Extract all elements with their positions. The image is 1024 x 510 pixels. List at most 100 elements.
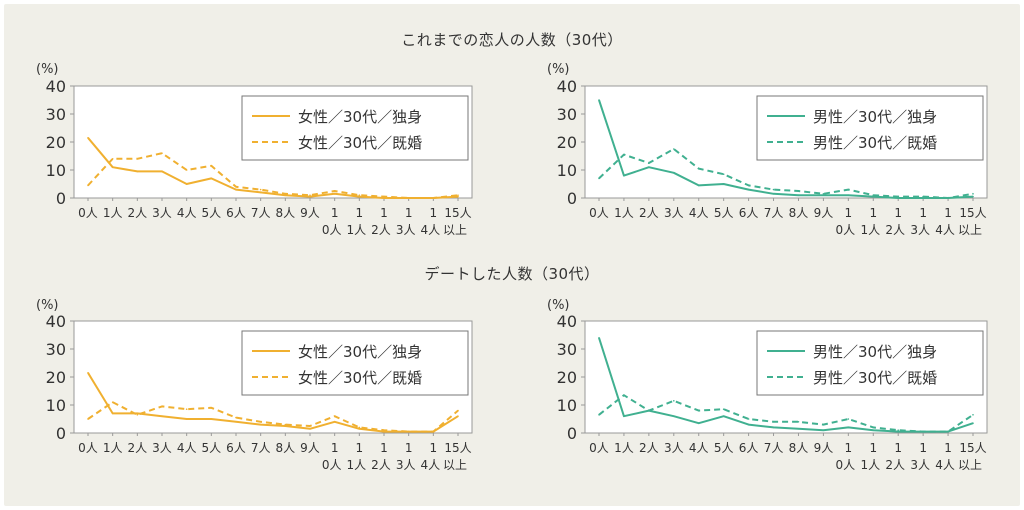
x-tick-label: 9人 (300, 441, 320, 455)
data-point (136, 412, 139, 415)
data-point (111, 401, 114, 404)
data-point (284, 193, 287, 195)
x-tick-label: 1人 (103, 206, 123, 220)
data-point (136, 414, 139, 416)
legend-label: 男性／30代／既婚 (813, 369, 937, 387)
x-tick-label: 4人 (177, 441, 197, 455)
x-tick-label: 1 (331, 441, 339, 455)
data-point (872, 429, 875, 432)
data-point (722, 173, 725, 175)
x-tick-label: 15人 (959, 206, 986, 220)
data-point (897, 195, 899, 198)
data-point (648, 409, 650, 412)
data-point (822, 429, 825, 432)
data-point (111, 166, 114, 168)
x-tick-label: 3人 (152, 206, 172, 220)
legend-box (241, 95, 469, 161)
data-point (797, 194, 800, 196)
y-tick-label: 20 (557, 368, 577, 387)
data-point (284, 423, 287, 426)
data-point (309, 194, 311, 196)
x-tick-label-suffix: 以上 (443, 458, 467, 472)
data-point (822, 194, 825, 196)
data-point (697, 422, 700, 425)
data-point (822, 193, 825, 195)
x-tick-label-suffix: 0人 (836, 223, 856, 237)
x-tick-label: 15人 (444, 441, 471, 455)
x-tick-label: 2人 (128, 441, 148, 455)
data-point (358, 195, 361, 198)
x-tick-label-suffix: 4人 (421, 458, 441, 472)
data-point (432, 430, 435, 433)
data-point (673, 400, 675, 402)
data-point (210, 177, 213, 180)
data-point (259, 188, 262, 191)
x-tick-label-suffix: 3人 (396, 223, 416, 237)
y-tick-label: 20 (46, 133, 66, 152)
x-tick-label: 0人 (589, 441, 609, 455)
data-point (648, 166, 650, 168)
data-point (210, 165, 213, 167)
data-point (673, 415, 675, 418)
x-tick-label: 6人 (226, 206, 246, 220)
data-point (797, 428, 800, 430)
data-point (457, 415, 459, 418)
x-tick-label-suffix: 以上 (958, 458, 982, 472)
x-tick-label: 1 (944, 441, 952, 455)
x-tick-label: 9人 (300, 206, 320, 220)
y-tick-label: 10 (557, 396, 577, 415)
x-tick-label-suffix: 0人 (322, 223, 342, 237)
x-tick-label-suffix: 2人 (371, 458, 391, 472)
data-point (947, 197, 949, 199)
data-point (847, 188, 850, 191)
data-point (972, 193, 974, 195)
y-tick-label: 30 (46, 340, 66, 359)
data-point (847, 426, 850, 429)
x-tick-label: 5人 (202, 206, 222, 220)
x-tick-label-suffix: 4人 (421, 223, 441, 237)
y-tick-label: 0 (567, 424, 577, 443)
data-point (185, 418, 188, 420)
x-tick-label: 1 (430, 441, 438, 455)
data-point (432, 197, 435, 199)
data-point (358, 428, 361, 430)
data-point (235, 188, 237, 191)
data-point (383, 195, 385, 198)
data-point (623, 174, 625, 177)
x-tick-label-suffix: 4人 (935, 223, 955, 237)
data-point (697, 409, 700, 412)
x-tick-label: 0人 (78, 441, 98, 455)
x-tick-label-suffix: 3人 (910, 458, 930, 472)
x-tick-label-suffix: 4人 (935, 458, 955, 472)
section-title-partners: これまでの恋人の人数（30代） (401, 31, 623, 49)
x-tick-label: 15人 (959, 441, 986, 455)
y-tick-label: 40 (557, 77, 577, 96)
x-tick-label: 7人 (251, 206, 271, 220)
data-point (87, 137, 89, 139)
y-axis-label: (%) (36, 62, 59, 77)
y-tick-label: 0 (56, 189, 66, 208)
x-tick-label: 8人 (276, 206, 296, 220)
data-point (947, 430, 949, 433)
data-point (822, 423, 825, 426)
x-tick-label: 1 (405, 206, 413, 220)
x-tick-label: 1 (919, 206, 927, 220)
x-tick-label: 1人 (614, 441, 634, 455)
x-tick-label: 9人 (814, 441, 834, 455)
y-tick-label: 40 (557, 312, 577, 331)
legend-label: 男性／30代／独身 (813, 343, 937, 361)
data-point (922, 430, 924, 433)
data-point (673, 148, 675, 150)
x-tick-label-suffix: 1人 (347, 458, 367, 472)
x-tick-label: 1 (944, 206, 952, 220)
y-tick-label: 40 (46, 77, 66, 96)
x-tick-label: 2人 (639, 206, 659, 220)
data-point (259, 421, 262, 423)
data-point (259, 191, 262, 194)
data-point (333, 421, 336, 423)
data-point (623, 394, 625, 397)
data-point (922, 195, 924, 198)
data-point (235, 186, 237, 188)
